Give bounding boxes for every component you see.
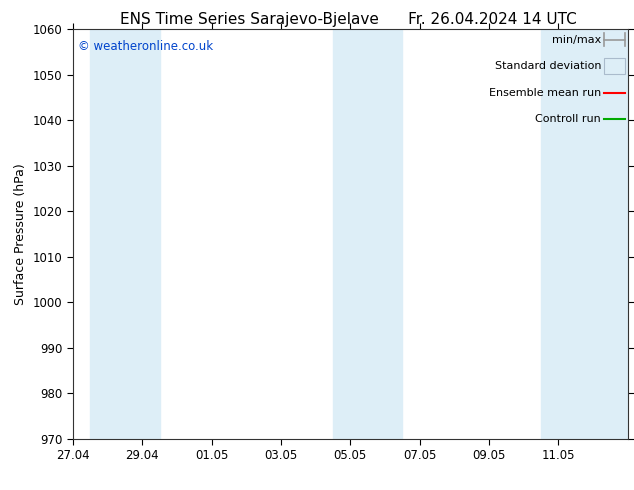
Text: Controll run: Controll run bbox=[535, 114, 601, 124]
Y-axis label: Surface Pressure (hPa): Surface Pressure (hPa) bbox=[14, 163, 27, 305]
Bar bbox=[333, 29, 403, 439]
Text: min/max: min/max bbox=[552, 35, 601, 45]
Bar bbox=[125, 29, 160, 439]
Text: ENS Time Series Sarajevo-Bjelave      Fr. 26.04.2024 14 UTC: ENS Time Series Sarajevo-Bjelave Fr. 26.… bbox=[120, 12, 577, 27]
Bar bbox=[541, 29, 628, 439]
Text: Ensemble mean run: Ensemble mean run bbox=[489, 88, 601, 98]
Bar bbox=[90, 29, 125, 439]
Text: Standard deviation: Standard deviation bbox=[495, 61, 601, 71]
Bar bbox=[604, 58, 625, 74]
Text: © weatheronline.co.uk: © weatheronline.co.uk bbox=[79, 40, 214, 52]
